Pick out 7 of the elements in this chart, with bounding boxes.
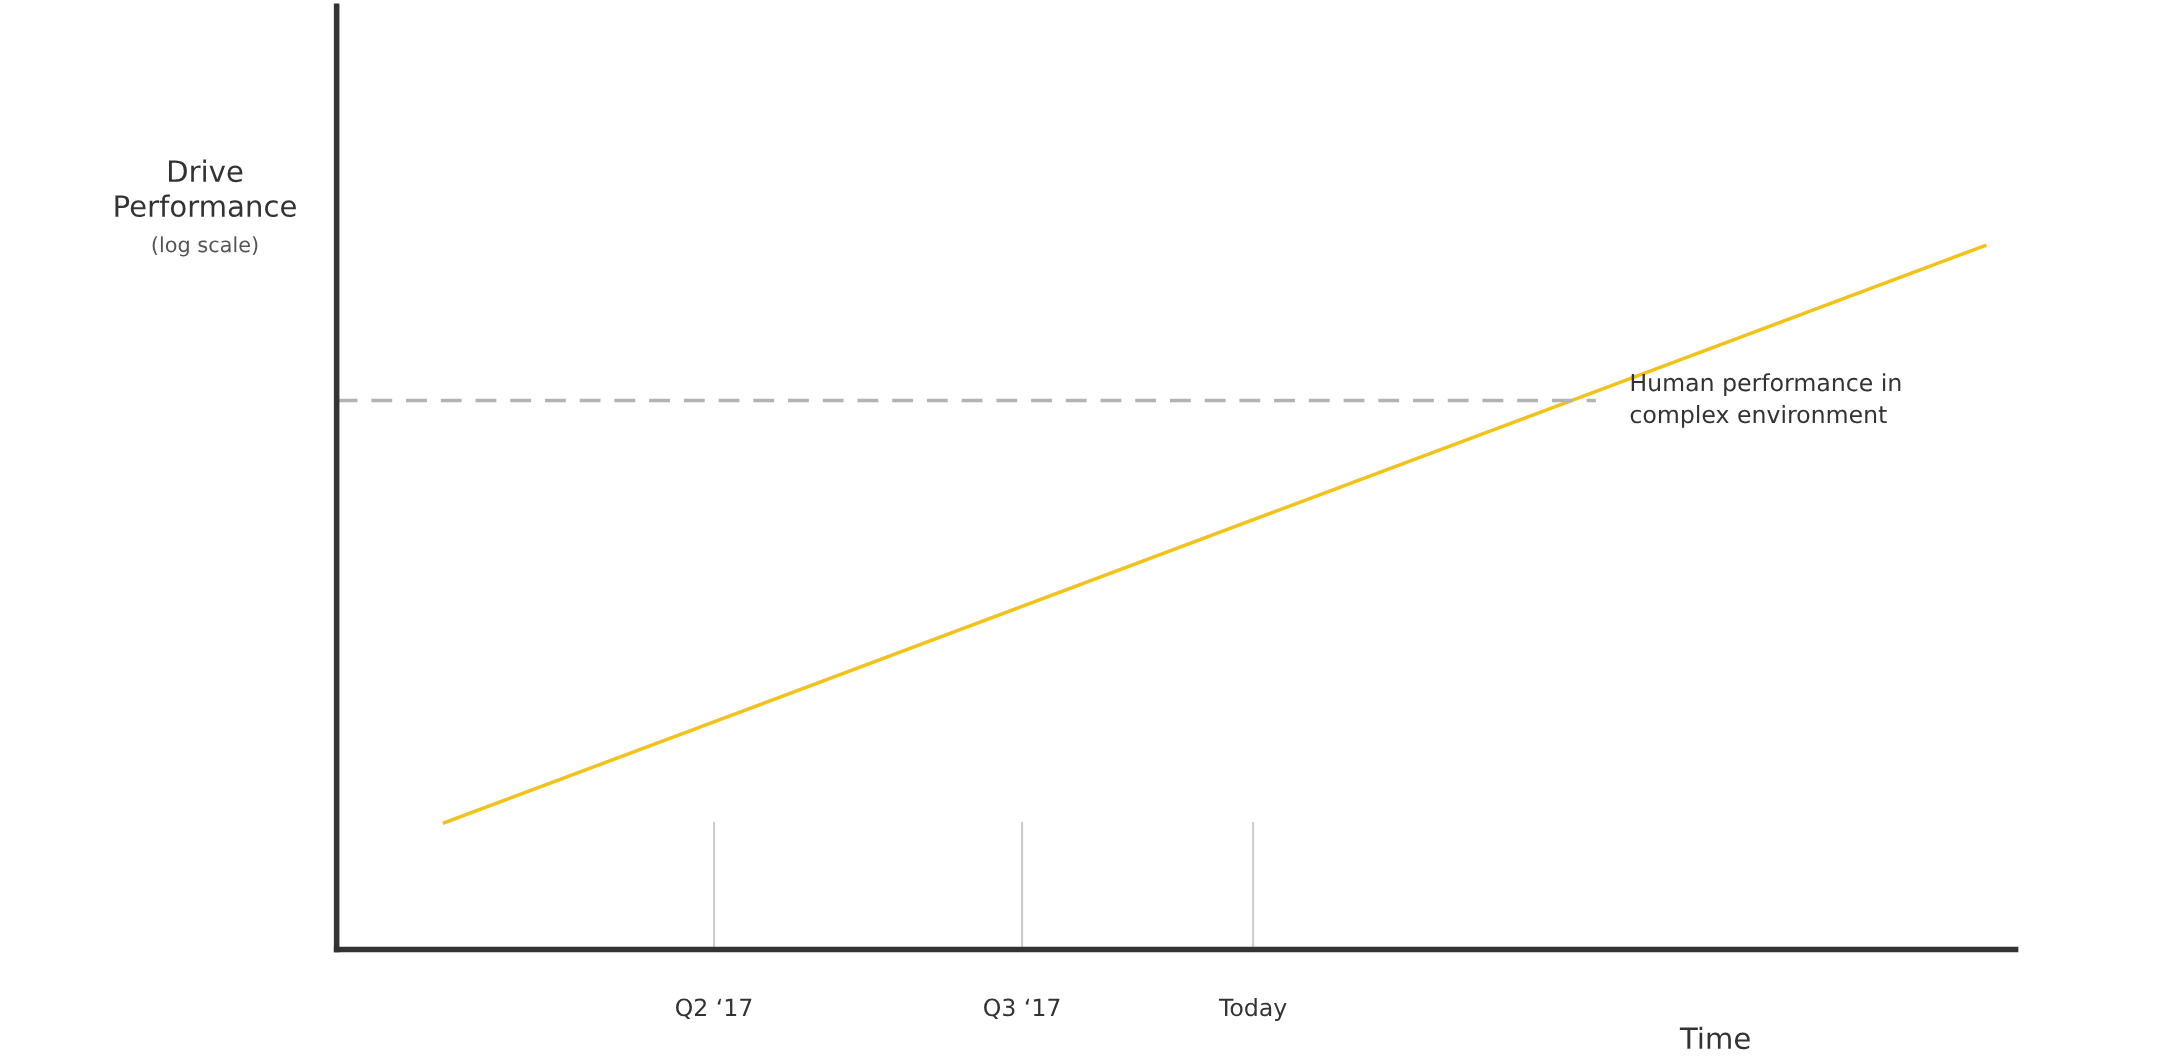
x-tick-label: Today — [1218, 998, 1287, 1021]
x-axis-title: Time — [1679, 1026, 1750, 1050]
x-tick-label: Q3 ‘17 — [984, 998, 1060, 1020]
x-tick-label: Q2 ‘17 — [676, 998, 752, 1020]
text: (log scale) — [152, 236, 258, 257]
y-axis-title: Drive Performance — [115, 159, 296, 218]
ref-line-label: Human performance in complex environment — [1630, 373, 1901, 428]
